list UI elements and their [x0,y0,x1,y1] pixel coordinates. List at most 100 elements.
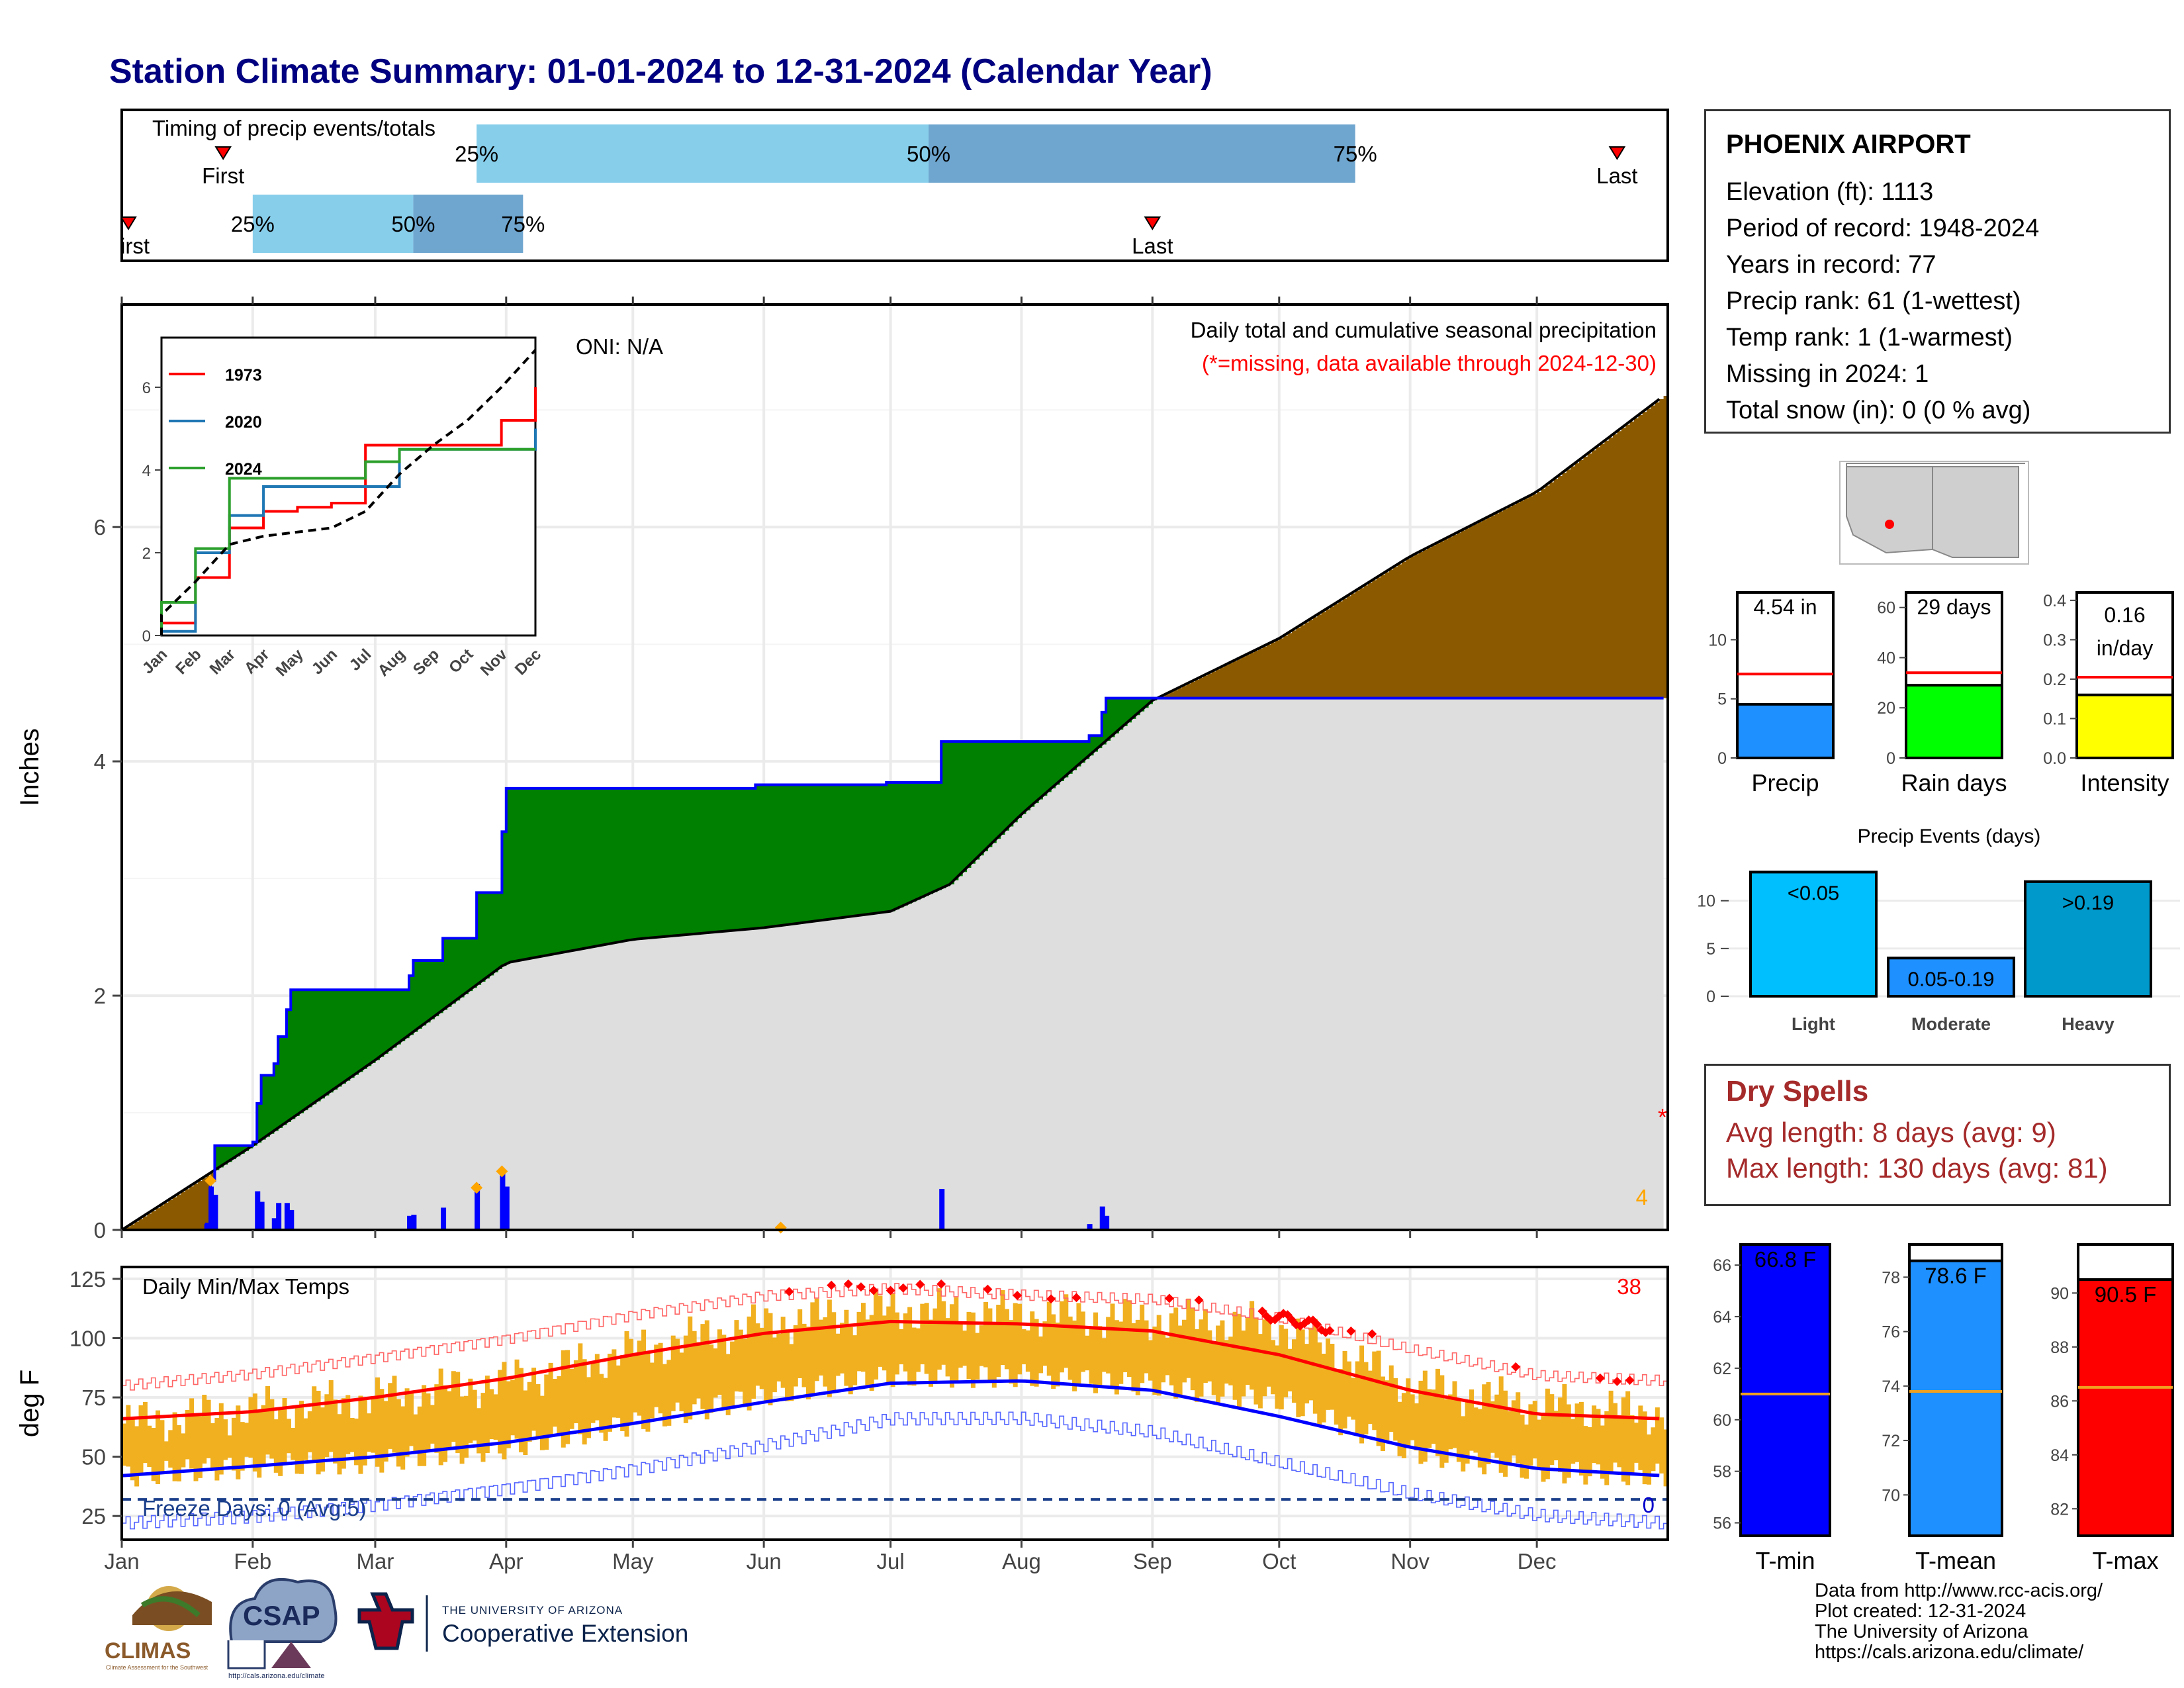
summary-ytick-label: 60 [1877,599,1895,618]
temp-summary-ytick-label: 78 [1882,1268,1900,1287]
record-high-marker [1625,1376,1635,1385]
record-high-marker [1612,1376,1622,1386]
record-daily-marker [471,1182,483,1194]
climas-hill [132,1591,212,1625]
temp-summary-ytick-label: 88 [2050,1338,2069,1357]
daily-precip-bar [259,1201,265,1230]
precip-note: Daily total and cumulative seasonal prec… [1191,318,1657,342]
summary-ytick-label: 0.4 [2043,592,2066,610]
timing-panel: Timing of precip events/totals Avg 25% 50%… [61,109,1669,262]
temp-panel: 25 50 75 100 125 Jan Feb Mar Apr May Jun Jul Aug Sep… [15,1230,1669,1573]
record-high-marker [827,1280,837,1290]
timing-q75-label: 75% [1334,142,1377,166]
timing-row-label: 2024 [61,212,109,236]
temp-ytick-label: 125 [69,1267,106,1291]
precip-ytick-label: 4 [94,749,106,774]
dry-spells-box: Dry Spells Avg length: 8 days (avg: 9) M… [1704,1064,2171,1206]
events-category-label: Light [1792,1014,1835,1034]
inset-legend-label: 2024 [225,460,262,479]
temp-summary-bar [1908,1259,2003,1537]
station-location-marker [1885,520,1894,529]
record-high-marker [983,1284,993,1294]
inset-ytick-label: 2 [142,545,151,563]
precip-ylabel: Inches [15,728,44,806]
credit-line: https://cals.arizona.edu/climate/ [1815,1642,2084,1663]
credits: Data from http://www.rcc-acis.org/ Plot … [1815,1581,2103,1663]
summary-ytick-label: 10 [1708,631,1727,649]
summary-ytick-label: 5 [1717,690,1727,709]
temp-ytick-label: 100 [69,1326,106,1350]
summary-ytick-label: 0.1 [2043,710,2066,728]
normal-cumulative-line [120,398,1661,1231]
timing-last-marker [1608,146,1626,160]
summary-bar-charts: 4.54 in Precip 0 5 10 29 days Rain days 0 20 40 60… [1708,591,2174,796]
timing-q75-label: 75% [501,212,545,236]
timing-q50-label: 50% [391,212,435,236]
record-high-marker [915,1280,925,1289]
station-missing: Missing in 2024: 1 [1726,360,1929,388]
events-ytick-label: 10 [1697,892,1715,911]
events-bar-label: 0.05-0.19 [1908,967,1995,990]
record-high-marker [1071,1293,1081,1303]
inset-line-1973 [160,387,537,635]
temp-frame [120,1266,1669,1541]
temp-summary-ytick-label: 74 [1882,1378,1900,1396]
timing-last-label: Last [1596,164,1637,188]
cumulative-2024-line [122,696,1664,1231]
summary-value-label: 4.54 in [1753,595,1817,619]
month-label: Jun [747,1549,782,1573]
locator-map [1839,461,2029,565]
csap-bars [227,1640,266,1669]
timing-q25-q50-bar [252,195,414,253]
record-high-marker [1346,1326,1356,1336]
temp-summary-ytick-label: 90 [2050,1284,2069,1303]
daily-precip-bar [208,1186,214,1230]
record-high-marker [898,1283,908,1293]
daily-precip-bar [289,1209,295,1230]
timing-first-label: First [202,164,244,188]
month-label: May [612,1549,654,1573]
summary-ytick-label: 0.2 [2043,671,2066,689]
csap-url: http://cals.arizona.edu/climate [228,1672,325,1680]
summary-ytick-label: 40 [1877,649,1895,667]
temp-summary-bar [2077,1278,2174,1538]
temp-summary-ytick-label: 82 [2050,1500,2069,1519]
daily-precip-bar [1099,1206,1105,1230]
summary-value-label: 29 days [1917,595,1991,619]
record-high-marker [856,1282,866,1292]
temp-summary-category-label: T-min [1756,1547,1815,1574]
timing-last-label: Last [1132,234,1173,258]
temp-summary-category-label: T-max [2092,1547,2158,1574]
inset-ytick-label: 6 [142,379,151,397]
temp-ytick-label: 25 [81,1504,106,1528]
freeze-days-label: Freeze Days: 0 (Avg:5) [142,1496,367,1521]
station-snow: Total snow (in): 0 (0 % avg) [1726,397,2031,424]
station-precip-rank: Precip rank: 61 (1-wettest) [1726,287,2021,315]
temp-summary-ytick-label: 60 [1713,1411,1731,1430]
freeze-count: 0 [1643,1493,1655,1517]
record-high-marker [1595,1373,1605,1383]
daily-temp-range-bars [122,1288,1668,1487]
temp-summary-value-label: 66.8 F [1754,1247,1817,1272]
month-label: Dec [1518,1549,1557,1573]
events-bar-label: <0.05 [1788,881,1839,904]
tmin-normal-line [121,1379,1660,1477]
climas-swoosh [140,1596,201,1618]
oni-label: ONI: N/A [576,334,663,359]
timing-title: Timing of precip events/totals [152,116,435,140]
credit-line: The University of Arizona [1815,1621,2028,1642]
temp-summary-ytick-label: 70 [1882,1486,1900,1505]
summary-value-bar [1905,684,2003,759]
ua-top-text: THE UNIVERSITY OF ARIZONA [442,1604,623,1617]
month-label: Nov [1390,1549,1430,1573]
missing-marker: * [1658,1103,1667,1131]
events-category-label: Heavy [2062,1014,2115,1034]
ua-logo: THE UNIVERSITY OF ARIZONA Cooperative Ex… [357,1592,688,1652]
record-daily-marker [496,1165,508,1178]
precip-panel: 0 2 4 6 Inches ONI: N/A Daily total and cum… [15,297,1669,1243]
summary-value-bar [2075,693,2174,760]
missing-note: (*=missing, data available through 2024-… [1202,351,1657,375]
dry-spells-max: Max length: 130 days (avg: 81) [1726,1152,2108,1184]
daily-precip-bar [504,1186,510,1230]
